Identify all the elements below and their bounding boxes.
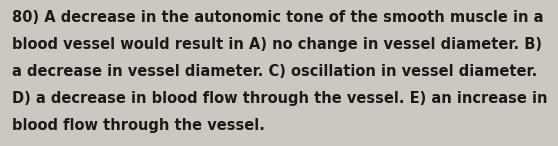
Text: blood vessel would result in A) no change in vessel diameter. B): blood vessel would result in A) no chang…: [12, 37, 542, 52]
Text: D) a decrease in blood flow through the vessel. E) an increase in: D) a decrease in blood flow through the …: [12, 91, 548, 106]
Text: 80) A decrease in the autonomic tone of the smooth muscle in a: 80) A decrease in the autonomic tone of …: [12, 10, 544, 25]
Text: blood flow through the vessel.: blood flow through the vessel.: [12, 118, 265, 133]
Text: a decrease in vessel diameter. C) oscillation in vessel diameter.: a decrease in vessel diameter. C) oscill…: [12, 64, 537, 79]
